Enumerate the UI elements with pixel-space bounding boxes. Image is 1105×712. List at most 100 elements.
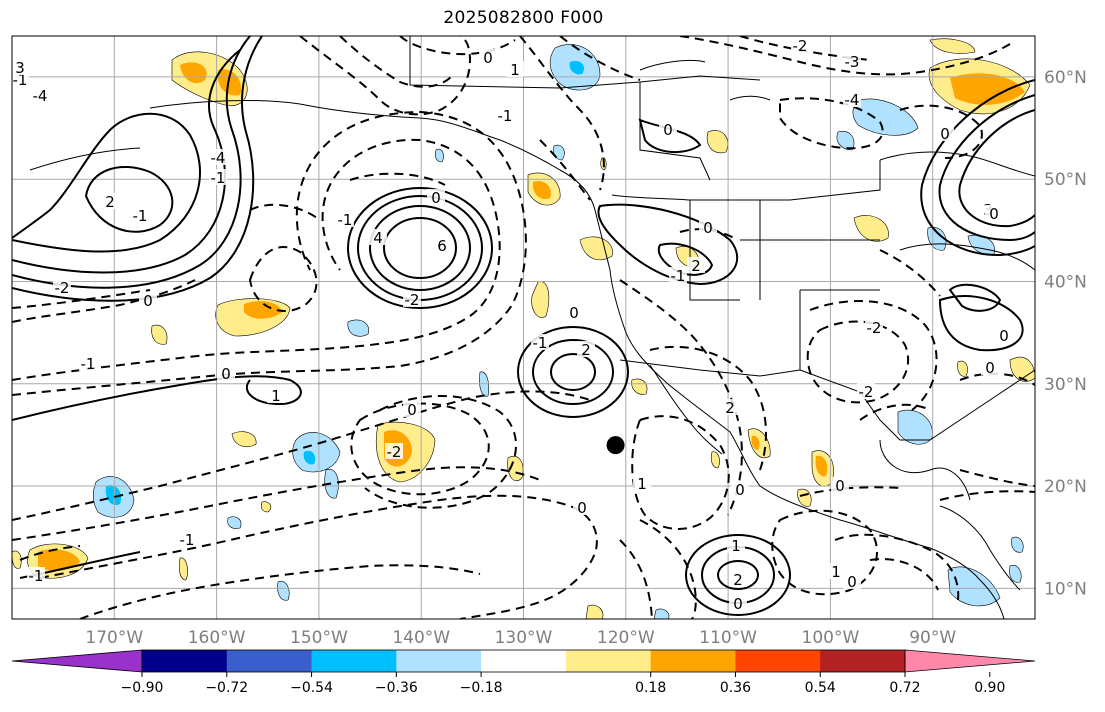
contour-label: 0 [663,121,673,139]
contour-label-bg [506,61,524,77]
contour-label-bg [985,205,1003,221]
latitude-tick-label: 40°N [1044,272,1087,292]
contour-label: 1 [271,387,281,405]
contour-label: 0 [940,125,950,143]
contour-label-bg [843,573,861,589]
contour-label-bg [496,107,514,123]
colorbar-segment [481,650,567,672]
contour-label: 0 [847,573,857,591]
contour-label: 0 [985,359,995,377]
contour-label-bg [79,355,97,371]
contour-label: -1 [29,567,44,585]
contour-label-bg [936,125,954,141]
contour-label: 0 [703,219,713,237]
contour-label-bg [531,334,549,350]
contour-label-bg [139,292,157,308]
contour-label-bg [843,91,861,107]
contour-lines-negative [12,36,1035,619]
longitude-labels: 170°W 160°W 150°W 140°W 130°W 120°W 110°W 100°W… [85,628,956,648]
contour-label: 2 [691,257,701,275]
location-marker [606,436,625,455]
contour-label-bg [403,401,421,417]
colorbar-extend-high [904,649,1036,673]
colorbar-outline [141,649,906,673]
colorbar-segment [396,650,482,672]
contour-label: -1 [133,207,148,225]
latitude-labels: 60°N 50°N 40°N 30°N 20°N 10°N [1044,68,1087,599]
colorbar-segment [735,650,821,672]
contour-label-bg [699,219,717,235]
colorbar-segment [820,650,906,672]
contour-label: 0 [569,304,579,322]
longitude-tick-label: 120°W [597,628,655,648]
contour-label: -4 [845,91,860,109]
map-frame [11,35,1036,620]
contour-label: -1 [671,267,686,285]
contour-label: 0 [733,595,743,613]
contour-label-bg [209,149,227,165]
contour-label-bg [865,319,883,335]
contour-label-bg [336,211,354,227]
longitude-tick-label: 140°W [392,628,450,648]
contour-label: 6 [437,237,447,255]
contour-label-bg [577,341,595,357]
contour-label: -4 [211,149,226,167]
map-title: 2025082800 F000 [443,8,604,28]
contour-label-bg [827,563,845,579]
contour-label-bg [687,257,705,273]
contour-lines [12,36,1035,616]
contour-label-bg [31,87,49,103]
contour-label: -2 [55,279,70,297]
latitude-tick-label: 30°N [1044,375,1087,395]
colorbar-tick-label: −0.18 [460,680,503,696]
contour-label-bg [729,595,747,611]
contour-label: 1 [637,475,647,493]
contour-label: 0 [143,292,153,310]
contour-label: 0 [221,365,231,383]
contour-label: 3 [15,59,25,77]
latitude-tick-label: 10°N [1044,579,1087,599]
colorbar-tick-label: 0.72 [889,680,920,696]
contour-label: -1 [81,355,96,373]
contour-label-bg [573,499,591,515]
contour-label-bg [209,169,227,185]
colorbar-tick-label: 0.54 [805,680,836,696]
contour-label-bg [857,383,875,399]
colorbar-tick-label: −0.36 [375,680,418,696]
contour-label-bg [565,304,583,320]
contour-label-bg [403,291,421,307]
longitude-tick-label: 170°W [85,628,143,648]
colorbar-tick-label: 0.90 [974,680,1005,696]
contour-label-bg [267,387,285,403]
longitude-tick-label: 110°W [699,628,757,648]
contour-label: 0 [431,189,441,207]
contour-label: 1 [731,537,741,555]
contour-label: -2 [867,319,882,337]
contour-label: -4 [33,87,48,105]
contour-label: -1 [180,531,195,549]
colorbar-tick-label: −0.54 [290,680,333,696]
colorbar-extend-low [11,649,143,673]
contour-label-bg [831,477,849,493]
longitude-tick-label: 160°W [188,628,246,648]
contour-label: 2 [725,399,735,417]
contour-label: 0 [999,327,1009,345]
contour-label-bg [633,475,651,491]
anomaly-shading [12,38,1035,619]
longitude-tick-label: 100°W [802,628,860,648]
colorbar-tick-label: −0.72 [205,680,248,696]
longitude-tick-label: 150°W [290,628,348,648]
contour-label: 0 [735,481,745,499]
contour-label-bg [729,571,747,587]
contour-label: -1 [338,211,353,229]
colorbar-tick-label: −0.90 [121,680,164,696]
contour-label: -1 [498,107,513,125]
latitude-tick-label: 60°N [1044,68,1087,88]
contour-label-bg [27,567,45,583]
contour-label: 0 [407,401,417,419]
contour-label-bg [178,531,196,547]
contour-label: 2 [581,341,591,359]
contour-label: -2 [405,291,420,309]
contour-label: 2 [105,193,115,211]
